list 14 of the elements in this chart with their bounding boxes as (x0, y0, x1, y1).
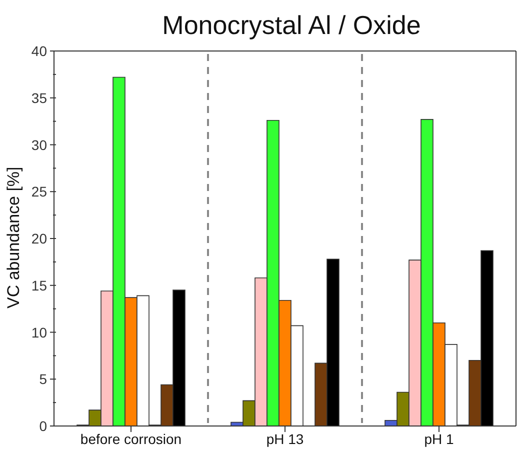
x-tick-label: pH 13 (266, 430, 304, 447)
y-tick-label: 0 (39, 418, 48, 434)
y-axis-title: VC abundance [%] (4, 166, 24, 308)
y-tick-label: 35 (31, 90, 48, 106)
x-tick-label: before corrosion (80, 430, 182, 447)
y-tick-label: 5 (39, 371, 48, 388)
y-tick-label: 30 (31, 136, 48, 153)
y-tick-label: 15 (31, 277, 48, 294)
y-tick-label: 10 (31, 324, 48, 340)
y-tick-label: 20 (31, 230, 48, 246)
x-tick-label: pH 1 (424, 430, 454, 447)
chart-title: Monocrystal Al / Oxide (161, 10, 422, 41)
y-tick-label: 40 (31, 43, 48, 59)
y-tick-label: 25 (31, 184, 48, 200)
